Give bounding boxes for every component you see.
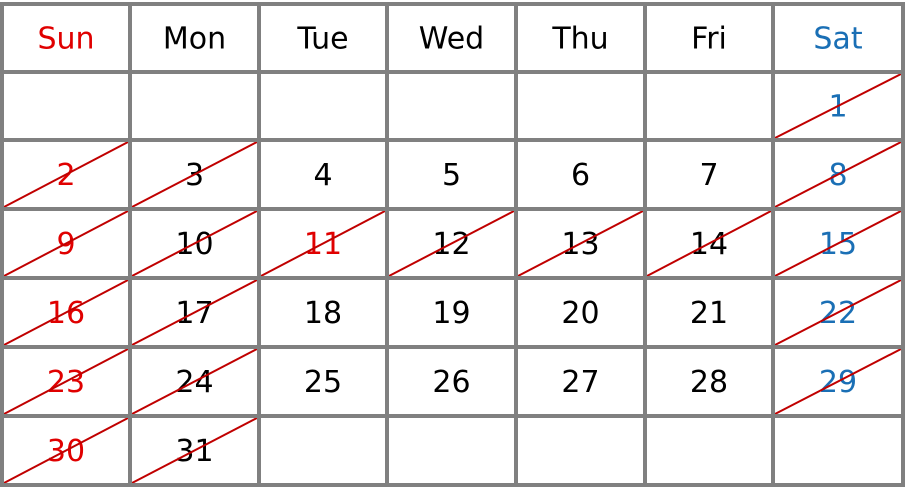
weekday-label: Fri [691,22,727,57]
weekday-label: Sat [813,22,862,57]
cross-out [131,417,258,484]
day-number: 7 [699,158,718,193]
cross-out [774,141,902,208]
weekday-label: Sun [37,22,94,57]
cross-out [3,348,129,415]
cross-out [3,279,129,346]
day-number: 20 [561,296,599,331]
weekday-label: Tue [296,22,348,57]
weekday-label: Mon [163,22,226,57]
cross-out [260,210,386,277]
cross-out [3,141,129,208]
cross-out [131,141,258,208]
day-number: 25 [304,365,342,400]
cross-out [388,210,515,277]
day-number: 4 [313,158,332,193]
cross-out [646,210,772,277]
cross-out [774,210,902,277]
weekday-label: Wed [419,22,484,57]
day-number: 5 [442,158,461,193]
cross-out [131,279,258,346]
day-number: 19 [432,296,470,331]
cross-out [517,210,644,277]
day-number: 21 [690,296,728,331]
cross-out [774,279,902,346]
day-number: 27 [561,365,599,400]
weekday-label: Thu [551,22,608,57]
day-number: 26 [432,365,470,400]
day-number: 18 [304,296,342,331]
day-number: 6 [571,158,590,193]
cross-out [131,348,258,415]
cross-out [774,348,902,415]
day-number: 28 [690,365,728,400]
cross-out [3,210,129,277]
cross-out [131,210,258,277]
cross-out [3,417,129,484]
cross-out [774,73,902,139]
